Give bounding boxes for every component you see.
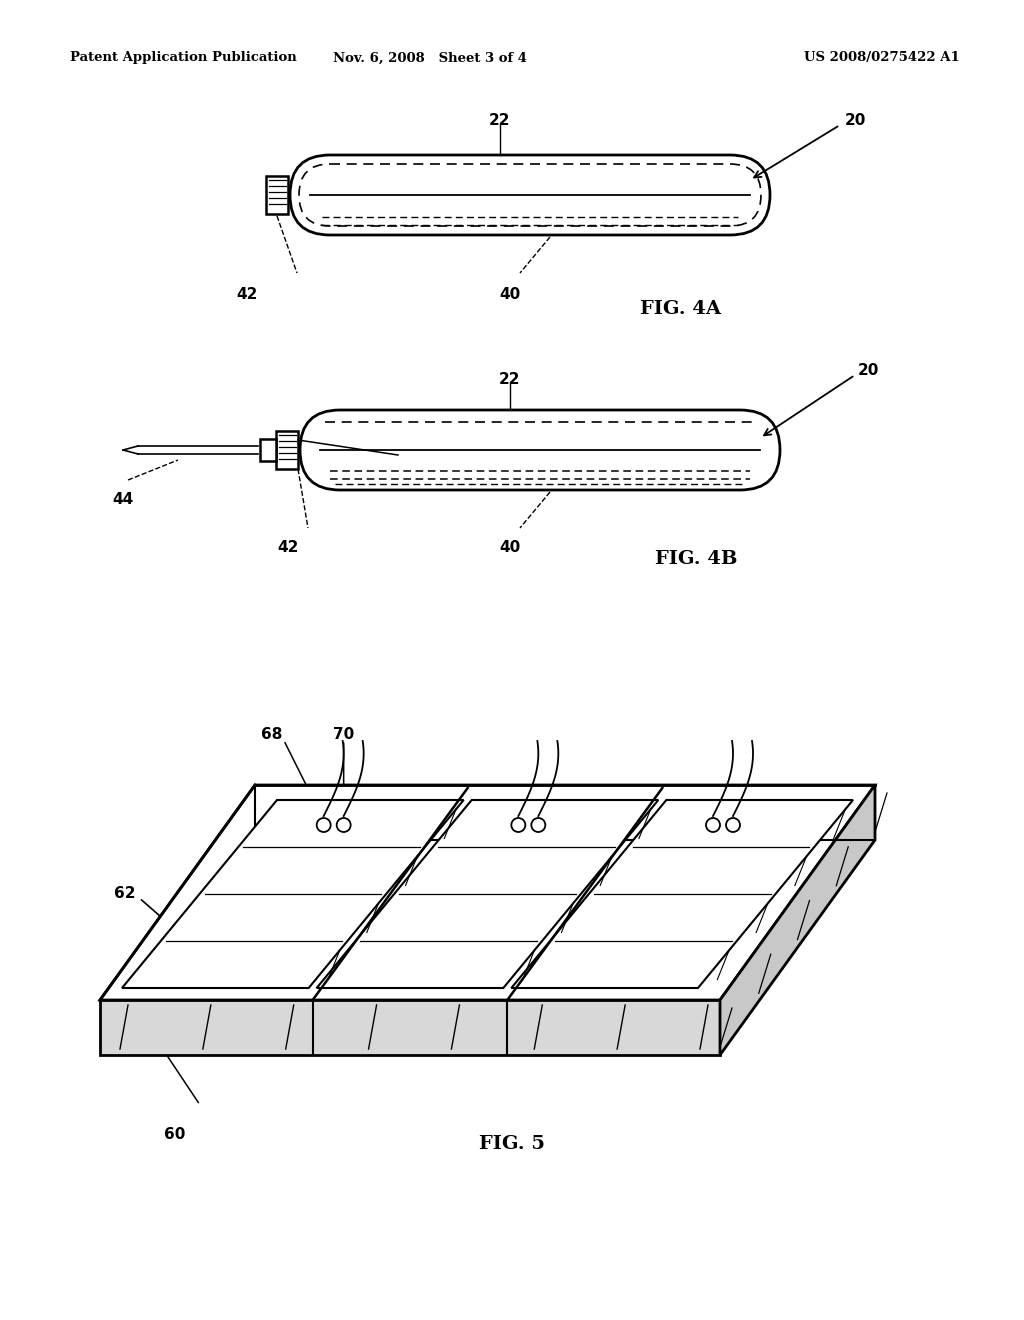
- Text: FIG. 4B: FIG. 4B: [655, 550, 737, 568]
- Bar: [276, 432, 298, 469]
- Bar: [266, 176, 288, 214]
- Polygon shape: [316, 800, 658, 987]
- Polygon shape: [720, 785, 874, 1055]
- Polygon shape: [100, 785, 874, 1001]
- Text: 40: 40: [500, 540, 520, 554]
- Text: 60: 60: [164, 1127, 185, 1142]
- Text: FIG. 4A: FIG. 4A: [640, 300, 721, 318]
- Text: 70: 70: [333, 727, 354, 742]
- Text: Nov. 6, 2008   Sheet 3 of 4: Nov. 6, 2008 Sheet 3 of 4: [333, 51, 527, 65]
- Text: FIG. 5: FIG. 5: [479, 1135, 545, 1152]
- Polygon shape: [122, 800, 464, 987]
- Text: 20: 20: [845, 114, 865, 128]
- Text: 44: 44: [113, 492, 133, 507]
- Text: 68: 68: [261, 727, 283, 742]
- Text: 42: 42: [237, 286, 258, 302]
- Text: Patent Application Publication: Patent Application Publication: [70, 51, 297, 65]
- Text: 62: 62: [114, 886, 135, 902]
- Bar: [260, 440, 276, 461]
- Polygon shape: [511, 800, 853, 987]
- FancyBboxPatch shape: [300, 411, 780, 490]
- Text: US 2008/0275422 A1: US 2008/0275422 A1: [804, 51, 961, 65]
- Text: 20: 20: [857, 363, 879, 378]
- Text: 42: 42: [278, 540, 299, 554]
- Text: 22: 22: [500, 372, 521, 387]
- Text: 22: 22: [489, 114, 511, 128]
- FancyBboxPatch shape: [290, 154, 770, 235]
- Text: 40: 40: [500, 286, 520, 302]
- Polygon shape: [100, 1001, 720, 1055]
